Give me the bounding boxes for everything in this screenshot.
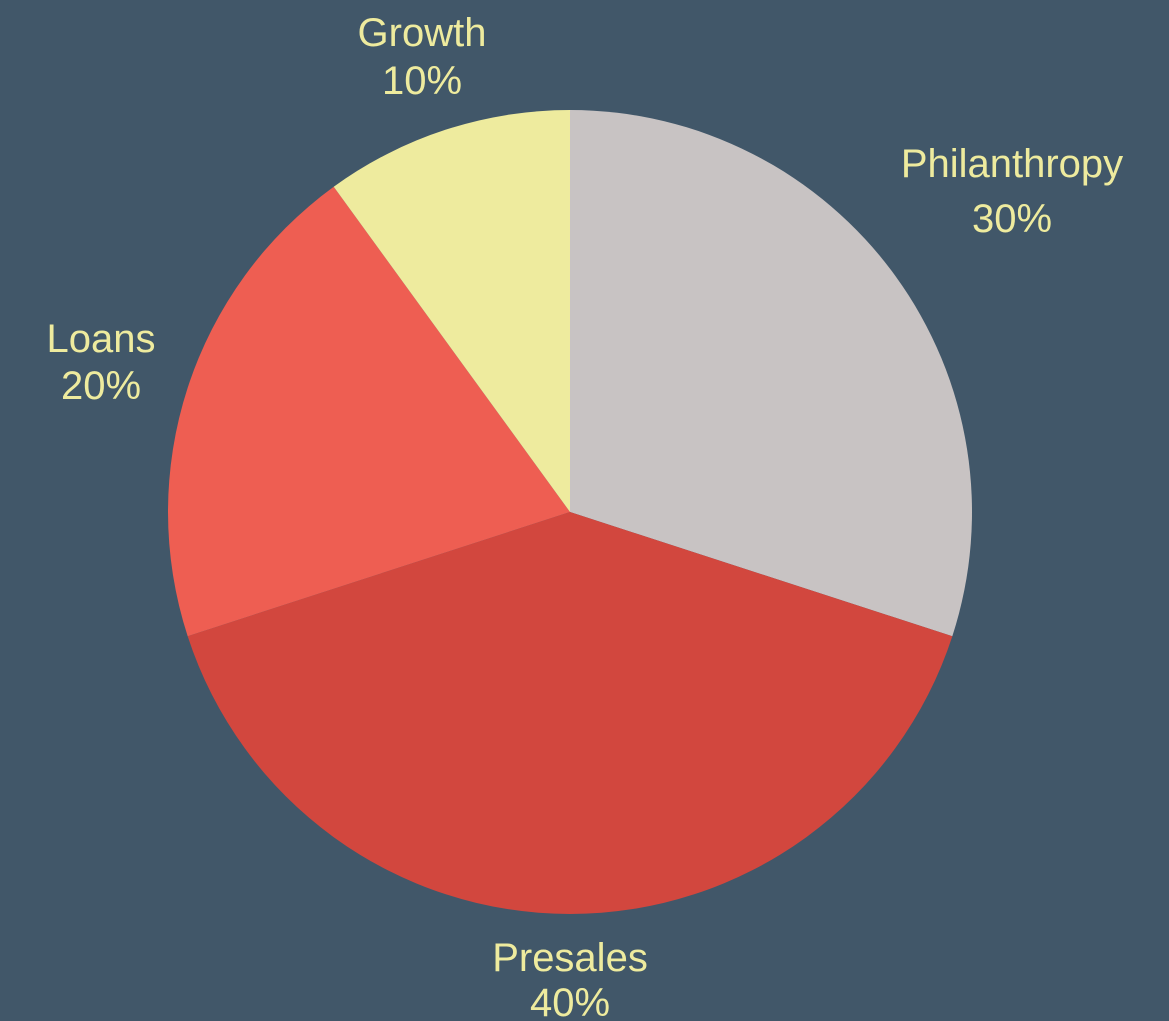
- slice-value-growth: 10%: [382, 59, 462, 103]
- slice-label-loans: Loans: [47, 317, 156, 361]
- pie-slices: [168, 110, 972, 914]
- pie-slice-loans: [168, 186, 570, 637]
- slice-value-philanthropy: 30%: [972, 197, 1052, 241]
- pie-slice-philanthropy: [570, 110, 972, 637]
- slice-label-growth: Growth: [358, 11, 487, 55]
- slice-value-presales: 40%: [530, 981, 610, 1021]
- slice-label-presales: Presales: [492, 936, 648, 980]
- slice-label-philanthropy: Philanthropy: [901, 142, 1123, 186]
- pie-slice-presales: [187, 512, 953, 914]
- pie-slice-growth: [333, 110, 570, 512]
- slice-value-loans: 20%: [61, 364, 141, 408]
